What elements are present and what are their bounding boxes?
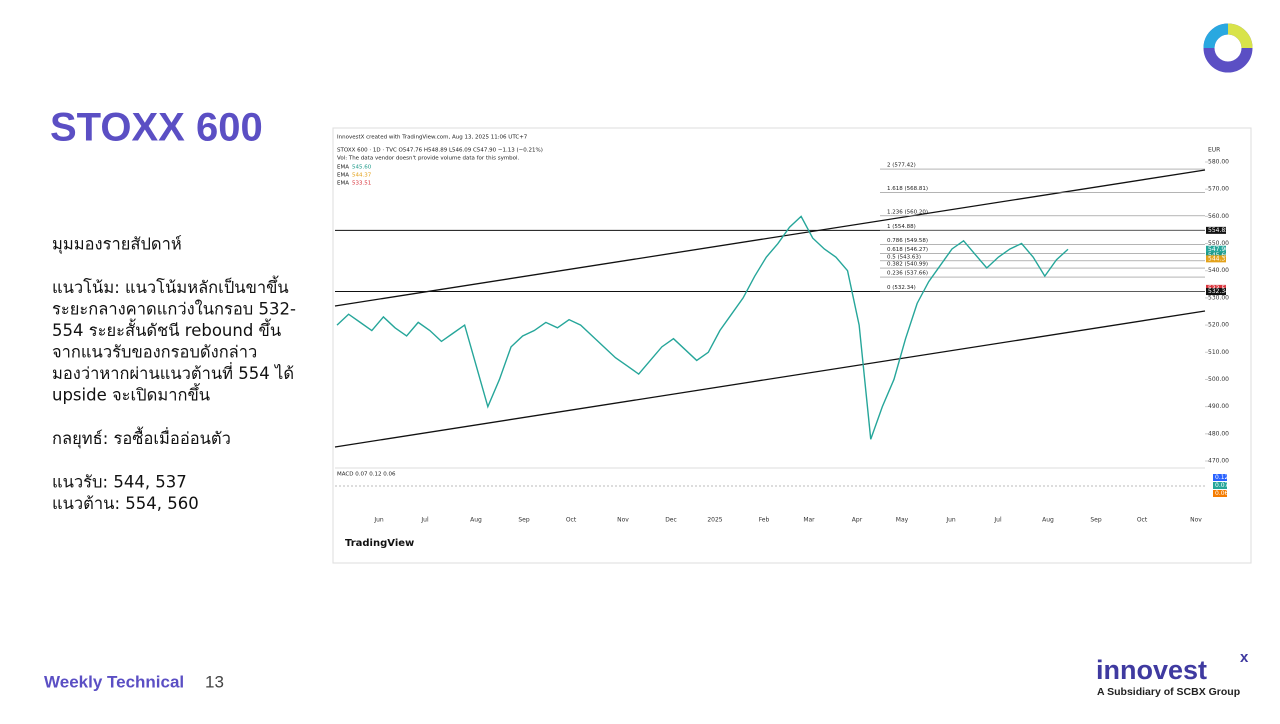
macd-tag [1213, 490, 1227, 497]
body-line: มุมมองรายสัปดาห์ [52, 235, 182, 255]
price-tag [1206, 245, 1226, 253]
x-tick-label: Feb [759, 517, 770, 524]
ema-name: EMA [337, 181, 349, 187]
tv-brand: TradingView [345, 538, 414, 549]
ema-name: EMA [337, 165, 349, 171]
currency: EUR [1208, 147, 1220, 154]
macd-tag [1213, 474, 1227, 481]
y-tick-label: 500.00 [1208, 376, 1229, 383]
price-tag [1206, 255, 1226, 263]
fib-label: 1 (554.88) [887, 224, 916, 230]
y-tick-label: 480.00 [1208, 430, 1229, 437]
brand-tagline: A Subsidiary of SCBX Group [1097, 686, 1240, 698]
fib-label: 0.236 (537.66) [887, 271, 928, 277]
chart-header: InnovestX created with TradingView.com, … [337, 135, 528, 141]
fib-label: 0.786 (549.58) [887, 238, 928, 244]
fib-label: 0.382 (540.99) [887, 262, 928, 268]
fib-label: 0 (532.34) [887, 285, 916, 291]
y-tick-label: 540.00 [1208, 267, 1229, 274]
ema-value: 533.51 [352, 181, 371, 187]
x-tick-label: May [896, 517, 909, 524]
body: มุมมองรายสัปดาห์แนวโน้ม: แนวโน้มหลักเป็น… [52, 235, 296, 514]
y-tick-label: 560.00 [1208, 213, 1229, 220]
price-tag [1206, 288, 1226, 296]
fib-label: 0.5 (543.63) [887, 254, 921, 260]
x-tick-label: Dec [665, 517, 677, 524]
body-line: แนวรับ: 544, 537 [52, 473, 187, 492]
page-number: 13 [205, 672, 224, 691]
y-tick-label: 530.00 [1208, 294, 1229, 301]
y-tick-label: 490.00 [1208, 403, 1229, 410]
macd-tag-label: 0.07 [1215, 482, 1229, 489]
price-tag [1206, 226, 1226, 234]
y-tick-label: 550.00 [1208, 240, 1229, 247]
x-tick-label: 2025 [707, 517, 722, 524]
x-tick-label: Oct [566, 517, 577, 524]
x-tick-label: Apr [852, 517, 863, 524]
x-tick-label: Oct [1137, 517, 1148, 524]
chart: InnovestX created with TradingView.com, … [334, 135, 1229, 549]
x-tick-label: Sep [1090, 517, 1102, 524]
price-tag-label: 554.85 [1208, 227, 1229, 234]
macd-tag-label: 0.12 [1215, 474, 1229, 481]
footer-label: Weekly Technical [44, 672, 184, 691]
x-tick-label: Sep [518, 517, 530, 524]
brand-mark: x [1240, 649, 1249, 666]
x-tick-label: Mar [803, 517, 815, 524]
chart-symbol: STOXX 600 · 1D · TVC O547.76 H548.89 L54… [337, 148, 543, 154]
x-tick-label: Jun [373, 517, 384, 524]
ema-name: EMA [337, 173, 349, 179]
price-tag-label: 547.90 [1208, 246, 1229, 253]
price-tag-label: 532.34 [1208, 288, 1229, 295]
macd-tag [1213, 482, 1227, 489]
x-tick-label: Jul [993, 517, 1002, 524]
y-tick-label: 570.00 [1208, 186, 1229, 193]
x-tick-label: Aug [470, 517, 482, 524]
macd-label: MACD 0.07 0.12 0.06 [337, 472, 396, 478]
slide-title: STOXX 600 [50, 106, 263, 150]
y-tick-label: 510.00 [1208, 349, 1229, 356]
fib-label: 1.618 (568.81) [887, 186, 928, 192]
macd-tag-label: 0.06 [1215, 490, 1229, 497]
body-line: แนวโน้ม: แนวโน้มหลักเป็นขาขึ้น [52, 275, 289, 297]
fib-label: 0.618 (546.27) [887, 247, 928, 253]
x-tick-label: Jul [420, 517, 429, 524]
volume-note: Vol: The data vendor doesn't provide vol… [337, 156, 520, 162]
y-tick-label: 580.00 [1208, 159, 1229, 166]
x-tick-label: Aug [1042, 517, 1054, 524]
logo-top [1203, 23, 1253, 73]
fib-label: 2 (577.42) [887, 163, 916, 169]
ema-value: 545.60 [352, 165, 372, 171]
body-line: แนวต้าน: 554, 560 [52, 494, 199, 513]
body-line: กลยุทธ์: รอซื้อเมื่ออ่อนตัว [52, 426, 231, 449]
x-tick-label: Jun [945, 517, 956, 524]
body-line: จากแนวรับของกรอบดังกล่าว [52, 343, 257, 362]
y-tick-label: 470.00 [1208, 458, 1229, 465]
price-tag-label: 544.37 [1208, 255, 1229, 262]
y-tick-label: 520.00 [1208, 322, 1229, 329]
x-tick-label: Nov [617, 517, 629, 524]
trend-lower [334, 310, 1206, 448]
chart-frame [332, 127, 1252, 564]
price-line [336, 215, 1069, 440]
body-line: มองว่าหากผ่านแนวต้านที่ 554 ได้ [52, 362, 294, 383]
body-line: upside จะเปิดมากขึ้น [52, 383, 210, 405]
ema-value: 544.37 [352, 173, 372, 179]
body-line: 554 ระยะสั้นดัชนี rebound ขึ้น [52, 318, 281, 340]
brand-name: innovest [1096, 655, 1207, 685]
fib-label: 1.236 (560.20) [887, 209, 928, 215]
x-tick-label: Nov [1190, 517, 1202, 524]
body-line: ระยะกลางคาดแกว่งในกรอบ 532- [52, 300, 296, 319]
